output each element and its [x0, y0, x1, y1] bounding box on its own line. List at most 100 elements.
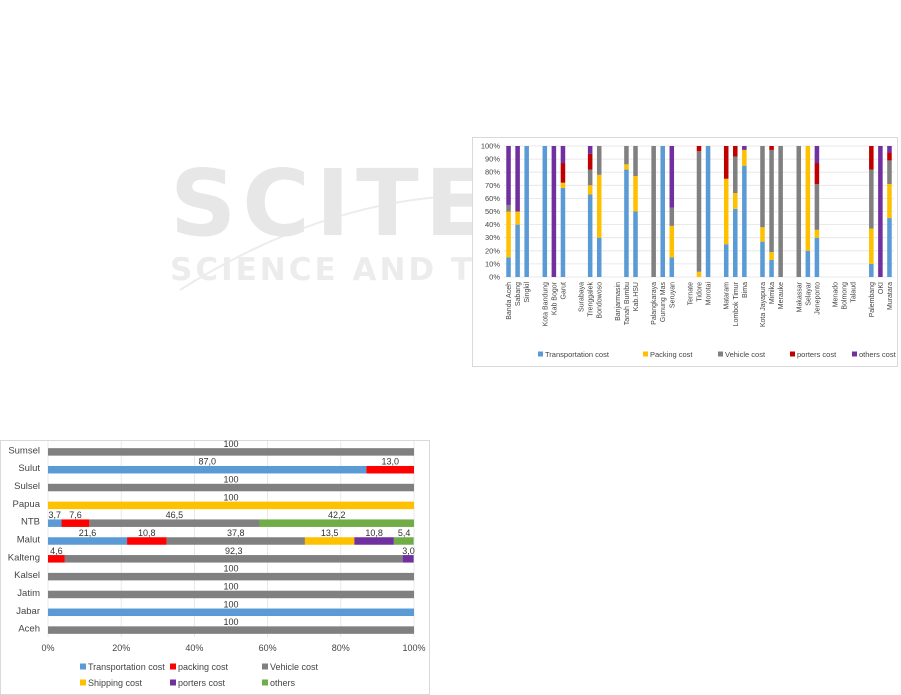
bar-segment	[733, 156, 738, 194]
data-label: 21,6	[79, 528, 97, 538]
bar-segment	[887, 183, 892, 219]
data-label: 13,0	[381, 457, 399, 467]
bar-segment	[733, 208, 738, 277]
x-tick-label: Mimika	[769, 282, 776, 304]
bar-segment	[596, 146, 602, 175]
data-label: 87,0	[198, 457, 216, 467]
bar-segment	[515, 146, 520, 212]
bar-segment	[651, 146, 656, 277]
x-tick-label: Trenggalek	[588, 282, 595, 317]
y-tick-label: 20%	[485, 246, 500, 255]
data-label: 92,3	[225, 546, 243, 556]
y-tick-label: 70%	[485, 181, 500, 190]
x-tick-label: Kab Bogor	[551, 281, 558, 315]
data-label: 7,6	[69, 510, 82, 520]
legend-label: Shipping cost	[88, 678, 143, 688]
y-tick-label: 100%	[481, 142, 501, 151]
legend-label: packing cost	[178, 662, 229, 672]
bar-segment	[760, 227, 765, 242]
bar-segment	[48, 608, 414, 617]
bar-segment	[778, 146, 783, 277]
legend-swatch	[80, 663, 86, 670]
bar-segment	[814, 237, 820, 277]
x-tick-label: Muratara	[887, 282, 894, 310]
data-label: 10,8	[365, 528, 383, 538]
bar-segment	[48, 483, 414, 492]
legend-label: Transportation cost	[88, 662, 165, 672]
bar-segment	[506, 204, 511, 212]
bar-segment	[696, 271, 702, 277]
x-tick-label: Menado	[833, 282, 840, 307]
bar-segment	[48, 501, 414, 510]
bar-segment	[127, 537, 167, 545]
legend-label: Vehicle cost	[725, 350, 766, 359]
y-tick-label: 60%	[485, 194, 500, 203]
data-label: 4,6	[50, 546, 63, 556]
y-tick-label: 30%	[485, 233, 500, 242]
data-label: 100	[223, 475, 238, 485]
bar-segment	[587, 194, 593, 277]
x-tick-label: Gunung Mas	[660, 282, 667, 323]
data-label: 100	[223, 617, 238, 627]
x-tick-label: Tidore	[697, 282, 704, 302]
y-tick-label: Jatim	[17, 588, 40, 599]
data-label: 3,7	[49, 510, 62, 520]
bar-segment	[887, 218, 892, 277]
x-tick-label: 100%	[402, 643, 425, 653]
bar-segment	[259, 519, 414, 527]
x-tick-label: 80%	[332, 643, 350, 653]
bar-segment	[48, 590, 414, 599]
x-tick-label: Jeneponto	[814, 282, 821, 315]
x-tick-label: 0%	[41, 643, 54, 653]
chart-frame	[0, 440, 430, 695]
y-tick-label: 90%	[485, 155, 500, 164]
bar-segment	[633, 146, 638, 177]
y-tick-label: 10%	[485, 259, 500, 268]
bar-segment	[669, 225, 675, 258]
bar-segment	[878, 146, 883, 277]
legend-label: Vehicle cost	[270, 662, 319, 672]
bar-segment	[61, 519, 90, 527]
x-tick-label: Surabaya	[579, 282, 586, 312]
data-label: 100	[223, 440, 238, 449]
x-tick-label: Seruyan	[669, 282, 676, 308]
bar-segment	[869, 263, 874, 277]
bar-segment	[723, 244, 729, 277]
bar-segment	[723, 178, 729, 245]
legend-swatch	[170, 679, 176, 686]
bar-segment	[696, 146, 702, 152]
y-tick-label: 50%	[485, 207, 500, 216]
bar-segment	[814, 146, 820, 164]
bar-segment	[796, 146, 802, 277]
bar-segment	[596, 237, 602, 277]
bar-segment	[887, 160, 892, 184]
y-tick-label: 40%	[485, 220, 500, 229]
bar-segment	[524, 146, 529, 277]
bar-segment	[587, 169, 593, 186]
bar-segment	[560, 187, 566, 277]
x-tick-label: Palangkaraya	[651, 282, 658, 325]
bar-segment	[560, 182, 566, 188]
bar-segment	[660, 146, 665, 277]
bar-segment	[393, 537, 414, 545]
bar-segment	[64, 555, 403, 563]
data-label: 37,8	[227, 528, 245, 538]
x-tick-label: Kota Bandung	[542, 282, 549, 326]
bar-segment	[760, 146, 765, 228]
bar-segment	[624, 169, 629, 277]
bar-segment	[696, 151, 702, 272]
bar-segment	[869, 169, 874, 229]
legend-label: Packing cost	[650, 350, 693, 359]
x-tick-label: Kab.HSU	[633, 282, 640, 311]
x-tick-label: Sabang	[515, 282, 522, 306]
x-tick-label: Bima	[742, 282, 749, 298]
bar-segment	[48, 448, 414, 456]
legend-swatch	[170, 663, 176, 670]
bar-segment	[887, 152, 892, 161]
x-tick-label: Banda Aceh	[506, 282, 513, 320]
bar-segment	[742, 146, 747, 150]
data-label: 13,5	[321, 528, 339, 538]
bar-segment	[705, 146, 711, 277]
bar-segment	[733, 146, 738, 157]
bar-segment	[669, 257, 675, 277]
